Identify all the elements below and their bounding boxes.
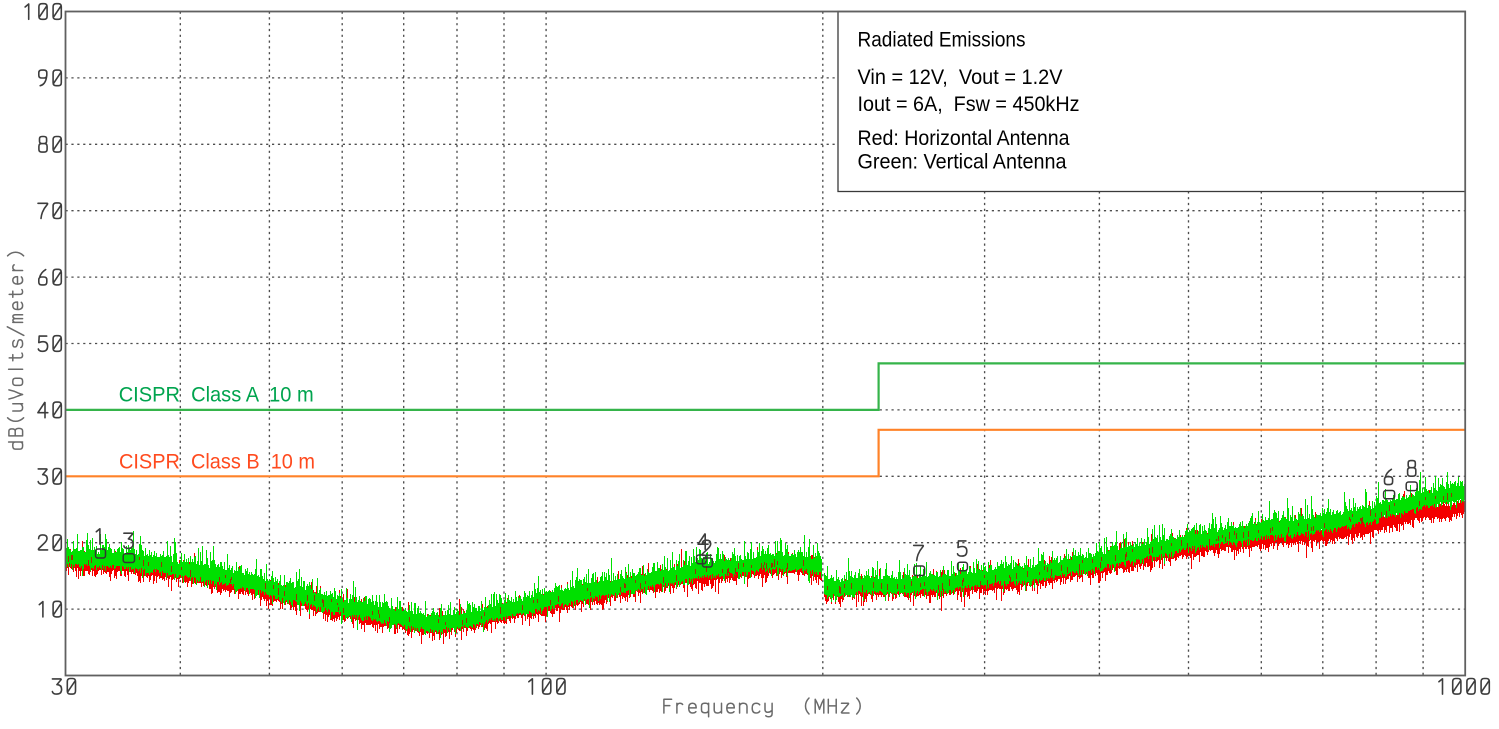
svg-text:Radiated Emissions: Radiated Emissions bbox=[858, 27, 1026, 51]
svg-text:Iout = 6A, Fsw = 450kHz: Iout = 6A, Fsw = 450kHz bbox=[858, 92, 1080, 116]
svg-text:Green: Vertical Antenna: Green: Vertical Antenna bbox=[858, 150, 1067, 174]
svg-text:CISPR Class B 10 m: CISPR Class B 10 m bbox=[119, 449, 315, 473]
svg-text:Red: Horizontal Antenna: Red: Horizontal Antenna bbox=[858, 126, 1070, 150]
svg-text:Vin = 12V, Vout = 1.2V: Vin = 12V, Vout = 1.2V bbox=[858, 65, 1064, 89]
svg-text:CISPR Class A 10 m: CISPR Class A 10 m bbox=[119, 383, 314, 407]
